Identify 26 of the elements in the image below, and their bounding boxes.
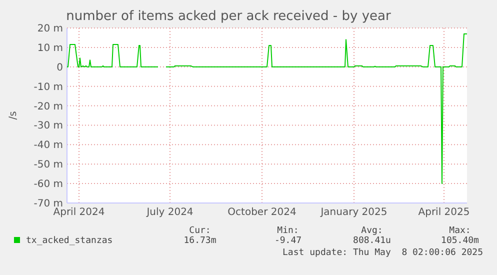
y-tick-label: -20 m — [34, 101, 63, 112]
y-tick-label: -60 m — [34, 179, 63, 190]
y-axis-title: /s — [8, 111, 19, 120]
x-tick-label: April 2024 — [53, 207, 105, 218]
text: 808.41u — [353, 236, 391, 246]
x-tick-label: July 2024 — [146, 207, 194, 218]
y-tick-label: 20 m — [37, 24, 63, 34]
y-tick-label: 10 m — [37, 42, 63, 54]
text: 16.73m — [184, 236, 216, 246]
text: Last update: Thu May 8 02:00:06 2025 — [282, 248, 483, 258]
text: Max: — [449, 226, 471, 236]
x-tick-label: April 2025 — [418, 207, 470, 218]
text: -9.47 — [274, 236, 302, 246]
text: Min: — [277, 226, 299, 236]
y-tick-label: 0 — [56, 62, 63, 74]
x-tick-label: October 2024 — [228, 207, 296, 218]
x-tick-label: January 2025 — [320, 207, 388, 218]
legend-label: tx_acked_stanzas — [26, 236, 113, 246]
y-tick-label: -50 m — [34, 160, 63, 171]
text: 105.40m — [441, 236, 479, 246]
y-tick-label: -40 m — [34, 140, 63, 152]
chart-title: number of items acked per ack received - by year — [66, 9, 392, 24]
text: Avg: — [361, 226, 383, 236]
text: Cur: — [189, 226, 211, 236]
y-tick-label: -10 m — [34, 82, 63, 93]
y-tick-label: -30 m — [34, 120, 63, 132]
